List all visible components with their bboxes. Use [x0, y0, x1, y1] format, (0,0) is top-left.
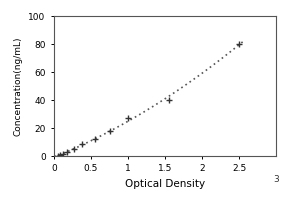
Y-axis label: Concentration(ng/mL): Concentration(ng/mL) [14, 36, 23, 136]
Text: 3: 3 [273, 175, 279, 184]
X-axis label: Optical Density: Optical Density [125, 179, 205, 189]
